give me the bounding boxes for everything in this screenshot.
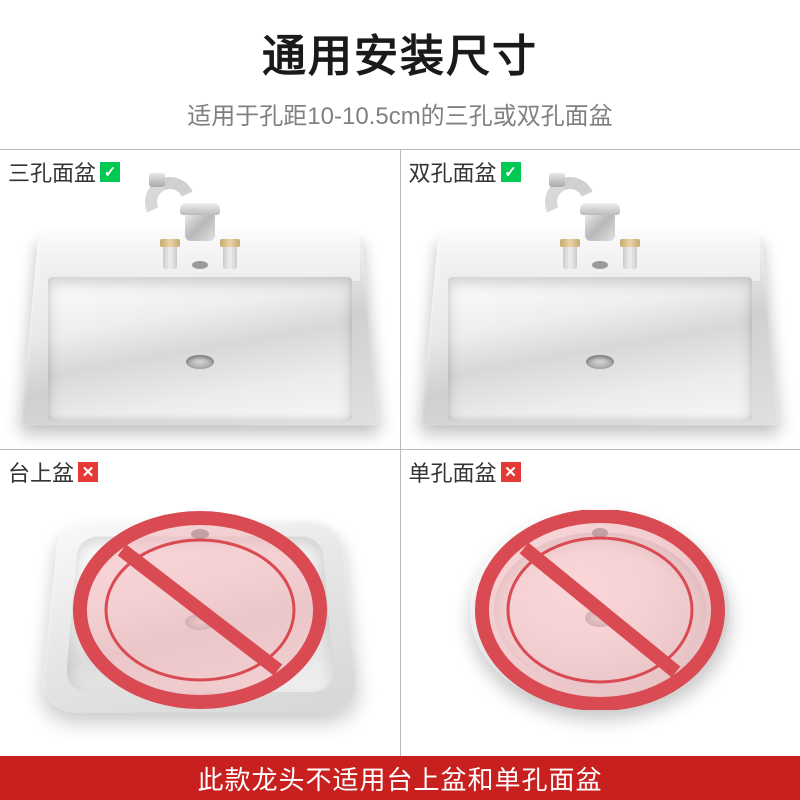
compatibility-grid: 三孔面盆 ✓	[0, 149, 800, 770]
grid-row-2: 台上盆 ✕ 单孔面盆	[0, 450, 800, 770]
cell-label: 双孔面盆 ✓	[409, 156, 521, 188]
label-text: 三孔面盆	[8, 156, 96, 188]
cross-icon: ✕	[78, 462, 98, 482]
cell-three-hole-basin: 三孔面盆 ✓	[0, 150, 401, 450]
cell-label: 三孔面盆 ✓	[8, 156, 120, 188]
cell-label: 单孔面盆 ✕	[409, 456, 521, 488]
check-icon: ✓	[501, 162, 521, 182]
faucet-icon	[155, 169, 245, 269]
cell-single-hole-basin: 单孔面盆 ✕	[401, 450, 800, 770]
countertop-basin	[50, 505, 350, 715]
rectangular-basin	[430, 225, 770, 435]
basin-illustration	[0, 450, 400, 769]
page-title: 通用安装尺寸	[0, 20, 800, 84]
banner-text: 此款龙头不适用台上盆和单孔面盆	[197, 760, 602, 797]
cell-label: 台上盆 ✕	[8, 456, 98, 488]
basin-illustration	[0, 150, 400, 449]
grid-row-1: 三孔面盆 ✓	[0, 150, 800, 450]
label-text: 双孔面盆	[409, 156, 497, 188]
rectangular-basin	[30, 225, 370, 435]
cell-two-hole-basin: 双孔面盆 ✓	[401, 150, 800, 450]
warning-banner: 此款龙头不适用台上盆和单孔面盆	[0, 756, 800, 800]
basin-illustration	[401, 450, 800, 769]
page-subtitle: 适用于孔距10-10.5cm的三孔或双孔面盆	[0, 96, 800, 149]
header: 通用安装尺寸 适用于孔距10-10.5cm的三孔或双孔面盆	[0, 0, 800, 149]
cross-icon: ✕	[501, 462, 521, 482]
label-text: 台上盆	[8, 456, 74, 488]
faucet-icon	[555, 169, 645, 269]
label-text: 单孔面盆	[409, 456, 497, 488]
check-icon: ✓	[100, 162, 120, 182]
cell-countertop-basin: 台上盆 ✕	[0, 450, 401, 770]
round-basin	[470, 510, 730, 710]
basin-illustration	[401, 150, 800, 449]
